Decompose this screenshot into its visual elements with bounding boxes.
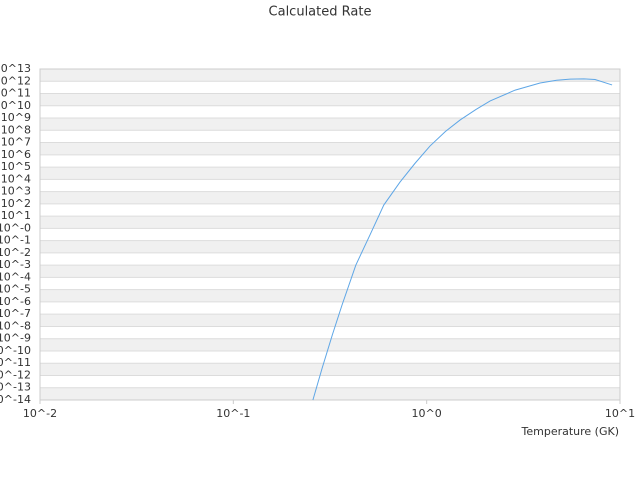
- y-tick-label: 10^-11: [0, 356, 31, 369]
- grid-band: [40, 363, 620, 376]
- y-tick-label: 10^8: [1, 123, 31, 136]
- y-tick-label: 10^9: [1, 111, 31, 124]
- y-tick-label: 10^-2: [0, 246, 31, 259]
- y-tick-label: 10^5: [1, 160, 31, 173]
- grid-band: [40, 289, 620, 302]
- y-tick-label: 10^7: [1, 136, 31, 149]
- x-tick-label: 10^0: [412, 407, 442, 420]
- y-tick-label: 10^10: [0, 99, 31, 112]
- y-tick-label: 10^-12: [0, 368, 31, 381]
- y-tick-label: 10^-8: [0, 319, 31, 332]
- grid-band: [40, 265, 620, 278]
- grid-band: [40, 191, 620, 204]
- y-tick-label: 10^2: [1, 197, 31, 210]
- y-tick-label: 10^3: [1, 185, 31, 198]
- y-tick-label: 10^-0: [0, 221, 31, 234]
- grid-band: [40, 387, 620, 400]
- y-tick-label: 10^13: [0, 62, 31, 75]
- y-tick-label: 10^-13: [0, 381, 31, 394]
- y-tick-label: 10^-4: [0, 270, 31, 283]
- chart-title: Calculated Rate: [269, 5, 372, 20]
- y-tick-label: 10^-3: [0, 258, 31, 271]
- grid-band: [40, 69, 620, 82]
- y-tick-label: 10^-10: [0, 344, 31, 357]
- y-tick-label: 10^-6: [0, 295, 31, 308]
- y-tick-label: 10^-7: [0, 307, 31, 320]
- y-tick-label: 10^4: [1, 172, 31, 185]
- x-tick-label: 10^-1: [216, 407, 250, 420]
- y-tick-label: 10^12: [0, 74, 31, 87]
- grid-band: [40, 167, 620, 180]
- y-tick-label: 10^1: [1, 209, 31, 222]
- y-tick-label: 10^-1: [0, 234, 31, 247]
- x-axis-label: Temperature (GK): [521, 425, 620, 438]
- grid-band: [40, 314, 620, 327]
- grid-band: [40, 118, 620, 131]
- grid-band: [40, 338, 620, 351]
- x-tick-label: 10^1: [605, 407, 635, 420]
- y-tick-label: 10^-9: [0, 332, 31, 345]
- grid-band: [40, 240, 620, 253]
- grid-band: [40, 142, 620, 155]
- grid-band: [40, 93, 620, 106]
- y-tick-label: 10^-5: [0, 283, 31, 296]
- plot-border: [39, 68, 621, 401]
- x-tick-label: 10^-2: [23, 407, 57, 420]
- data-line: [312, 78, 613, 401]
- y-tick-label: 10^6: [1, 148, 31, 161]
- y-tick-label: 10^11: [0, 87, 31, 100]
- y-tick-label: 10^-14: [0, 393, 31, 406]
- grid-band: [40, 216, 620, 229]
